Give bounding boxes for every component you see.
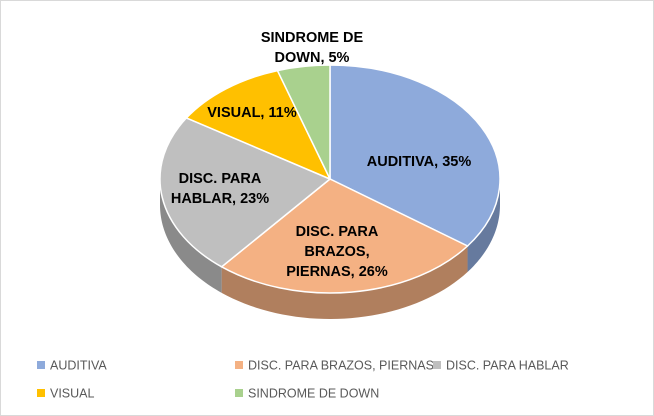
data-label-line: VISUAL, 11% bbox=[207, 105, 297, 121]
pie-slice-1 bbox=[220, 178, 469, 294]
data-label-line: HABLAR, 23% bbox=[171, 191, 269, 207]
data-label-line: SINDROME DE bbox=[261, 30, 364, 46]
pie-side-1 bbox=[221, 246, 468, 319]
data-label-4: SINDROME DE DOWN, 5% bbox=[261, 30, 364, 66]
legend-swatch bbox=[37, 388, 45, 397]
pie-side-2 bbox=[160, 179, 222, 293]
legend-item-brazos-piernas: DISC. PARA BRAZOS, PIERNAS bbox=[235, 357, 434, 373]
pie-side-0 bbox=[467, 179, 500, 273]
data-label-line: BRAZOS, bbox=[304, 244, 369, 260]
pie-chart: AUDITIVA, 35% DISC. PARA BRAZOS, PIERNAS, 2… bbox=[159, 30, 501, 319]
legend-label: VISUAL bbox=[50, 386, 95, 401]
data-label-3: VISUAL, 11% bbox=[207, 105, 297, 121]
pie-slice-2 bbox=[159, 117, 332, 268]
data-label-line: PIERNAS, 26% bbox=[286, 264, 388, 280]
pie-slices bbox=[159, 64, 501, 294]
legend-label: AUDITIVA bbox=[50, 358, 107, 373]
legend-label: DISC. PARA HABLAR bbox=[446, 358, 569, 373]
data-label-line: DISC. PARA bbox=[179, 171, 262, 187]
legend-swatch bbox=[235, 388, 243, 397]
legend-swatch bbox=[37, 360, 45, 369]
legend-item-visual: VISUAL bbox=[37, 385, 94, 401]
pie-slice-4 bbox=[276, 64, 331, 180]
data-label-1: DISC. PARA BRAZOS, PIERNAS, 26% bbox=[286, 224, 388, 280]
data-label-0: AUDITIVA, 35% bbox=[367, 154, 472, 170]
legend-item-sindrome-down: SINDROME DE DOWN bbox=[235, 385, 379, 401]
legend-item-hablar: DISC. PARA HABLAR bbox=[433, 357, 569, 373]
legend-swatch bbox=[433, 360, 441, 369]
legend-label: SINDROME DE DOWN bbox=[248, 386, 380, 401]
pie-slice-0 bbox=[329, 64, 501, 247]
data-label-line: DISC. PARA bbox=[296, 224, 379, 240]
data-label-2: DISC. PARA HABLAR, 23% bbox=[171, 171, 269, 207]
pie-side-walls bbox=[160, 179, 500, 319]
legend: AUDITIVA DISC. PARA BRAZOS, PIERNAS DISC… bbox=[37, 357, 637, 413]
pie-slice-3 bbox=[185, 69, 332, 181]
legend-item-auditiva: AUDITIVA bbox=[37, 357, 107, 373]
data-label-line: AUDITIVA, 35% bbox=[367, 154, 472, 170]
data-label-line: DOWN, 5% bbox=[275, 50, 350, 66]
legend-swatch bbox=[235, 360, 243, 369]
legend-label: DISC. PARA BRAZOS, PIERNAS bbox=[248, 358, 434, 373]
data-labels: AUDITIVA, 35% DISC. PARA BRAZOS, PIERNAS, 2… bbox=[171, 30, 471, 280]
